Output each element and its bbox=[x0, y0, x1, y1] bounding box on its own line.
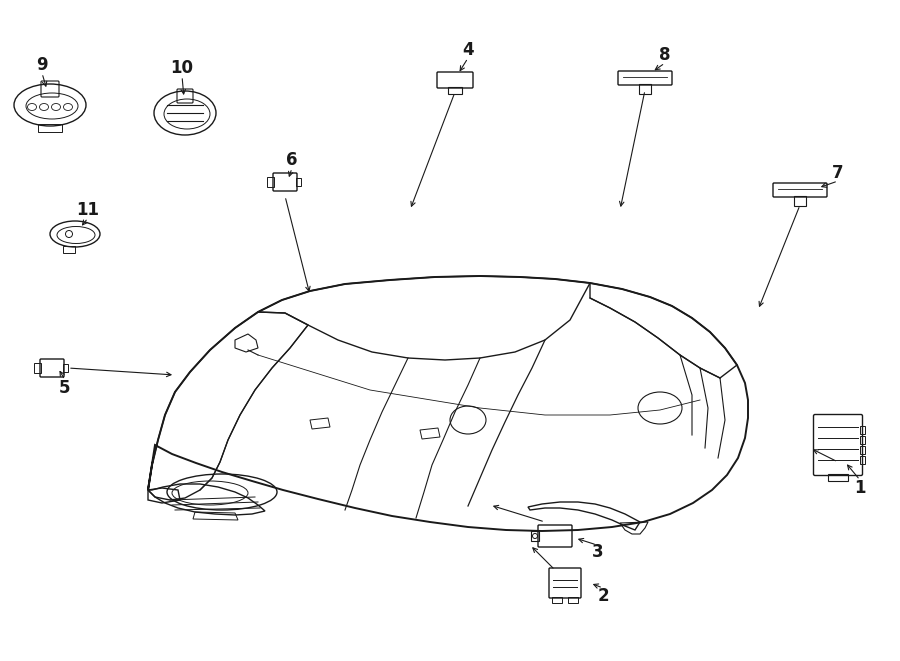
Bar bbox=[860, 456, 865, 464]
Bar bbox=[63, 246, 75, 253]
Bar bbox=[267, 177, 274, 187]
Text: 6: 6 bbox=[286, 151, 298, 169]
Text: 10: 10 bbox=[170, 59, 194, 77]
Bar bbox=[552, 597, 562, 603]
Bar bbox=[860, 436, 865, 444]
Bar bbox=[828, 474, 848, 481]
Bar bbox=[860, 426, 865, 434]
Bar bbox=[63, 364, 68, 372]
Bar bbox=[639, 84, 651, 94]
Text: 7: 7 bbox=[832, 164, 844, 182]
Text: 1: 1 bbox=[854, 479, 866, 497]
Text: 5: 5 bbox=[59, 379, 71, 397]
Bar bbox=[531, 531, 539, 541]
Text: 2: 2 bbox=[598, 587, 608, 605]
Bar bbox=[568, 597, 578, 603]
Bar bbox=[794, 196, 806, 206]
Text: 4: 4 bbox=[463, 41, 473, 59]
Text: 8: 8 bbox=[659, 46, 670, 64]
Text: 9: 9 bbox=[36, 56, 48, 74]
Bar bbox=[296, 178, 301, 186]
Bar bbox=[860, 446, 865, 454]
Bar bbox=[34, 363, 41, 373]
Text: 11: 11 bbox=[76, 201, 100, 219]
Text: 3: 3 bbox=[592, 543, 604, 561]
Bar bbox=[448, 87, 462, 94]
Bar bbox=[38, 124, 62, 132]
